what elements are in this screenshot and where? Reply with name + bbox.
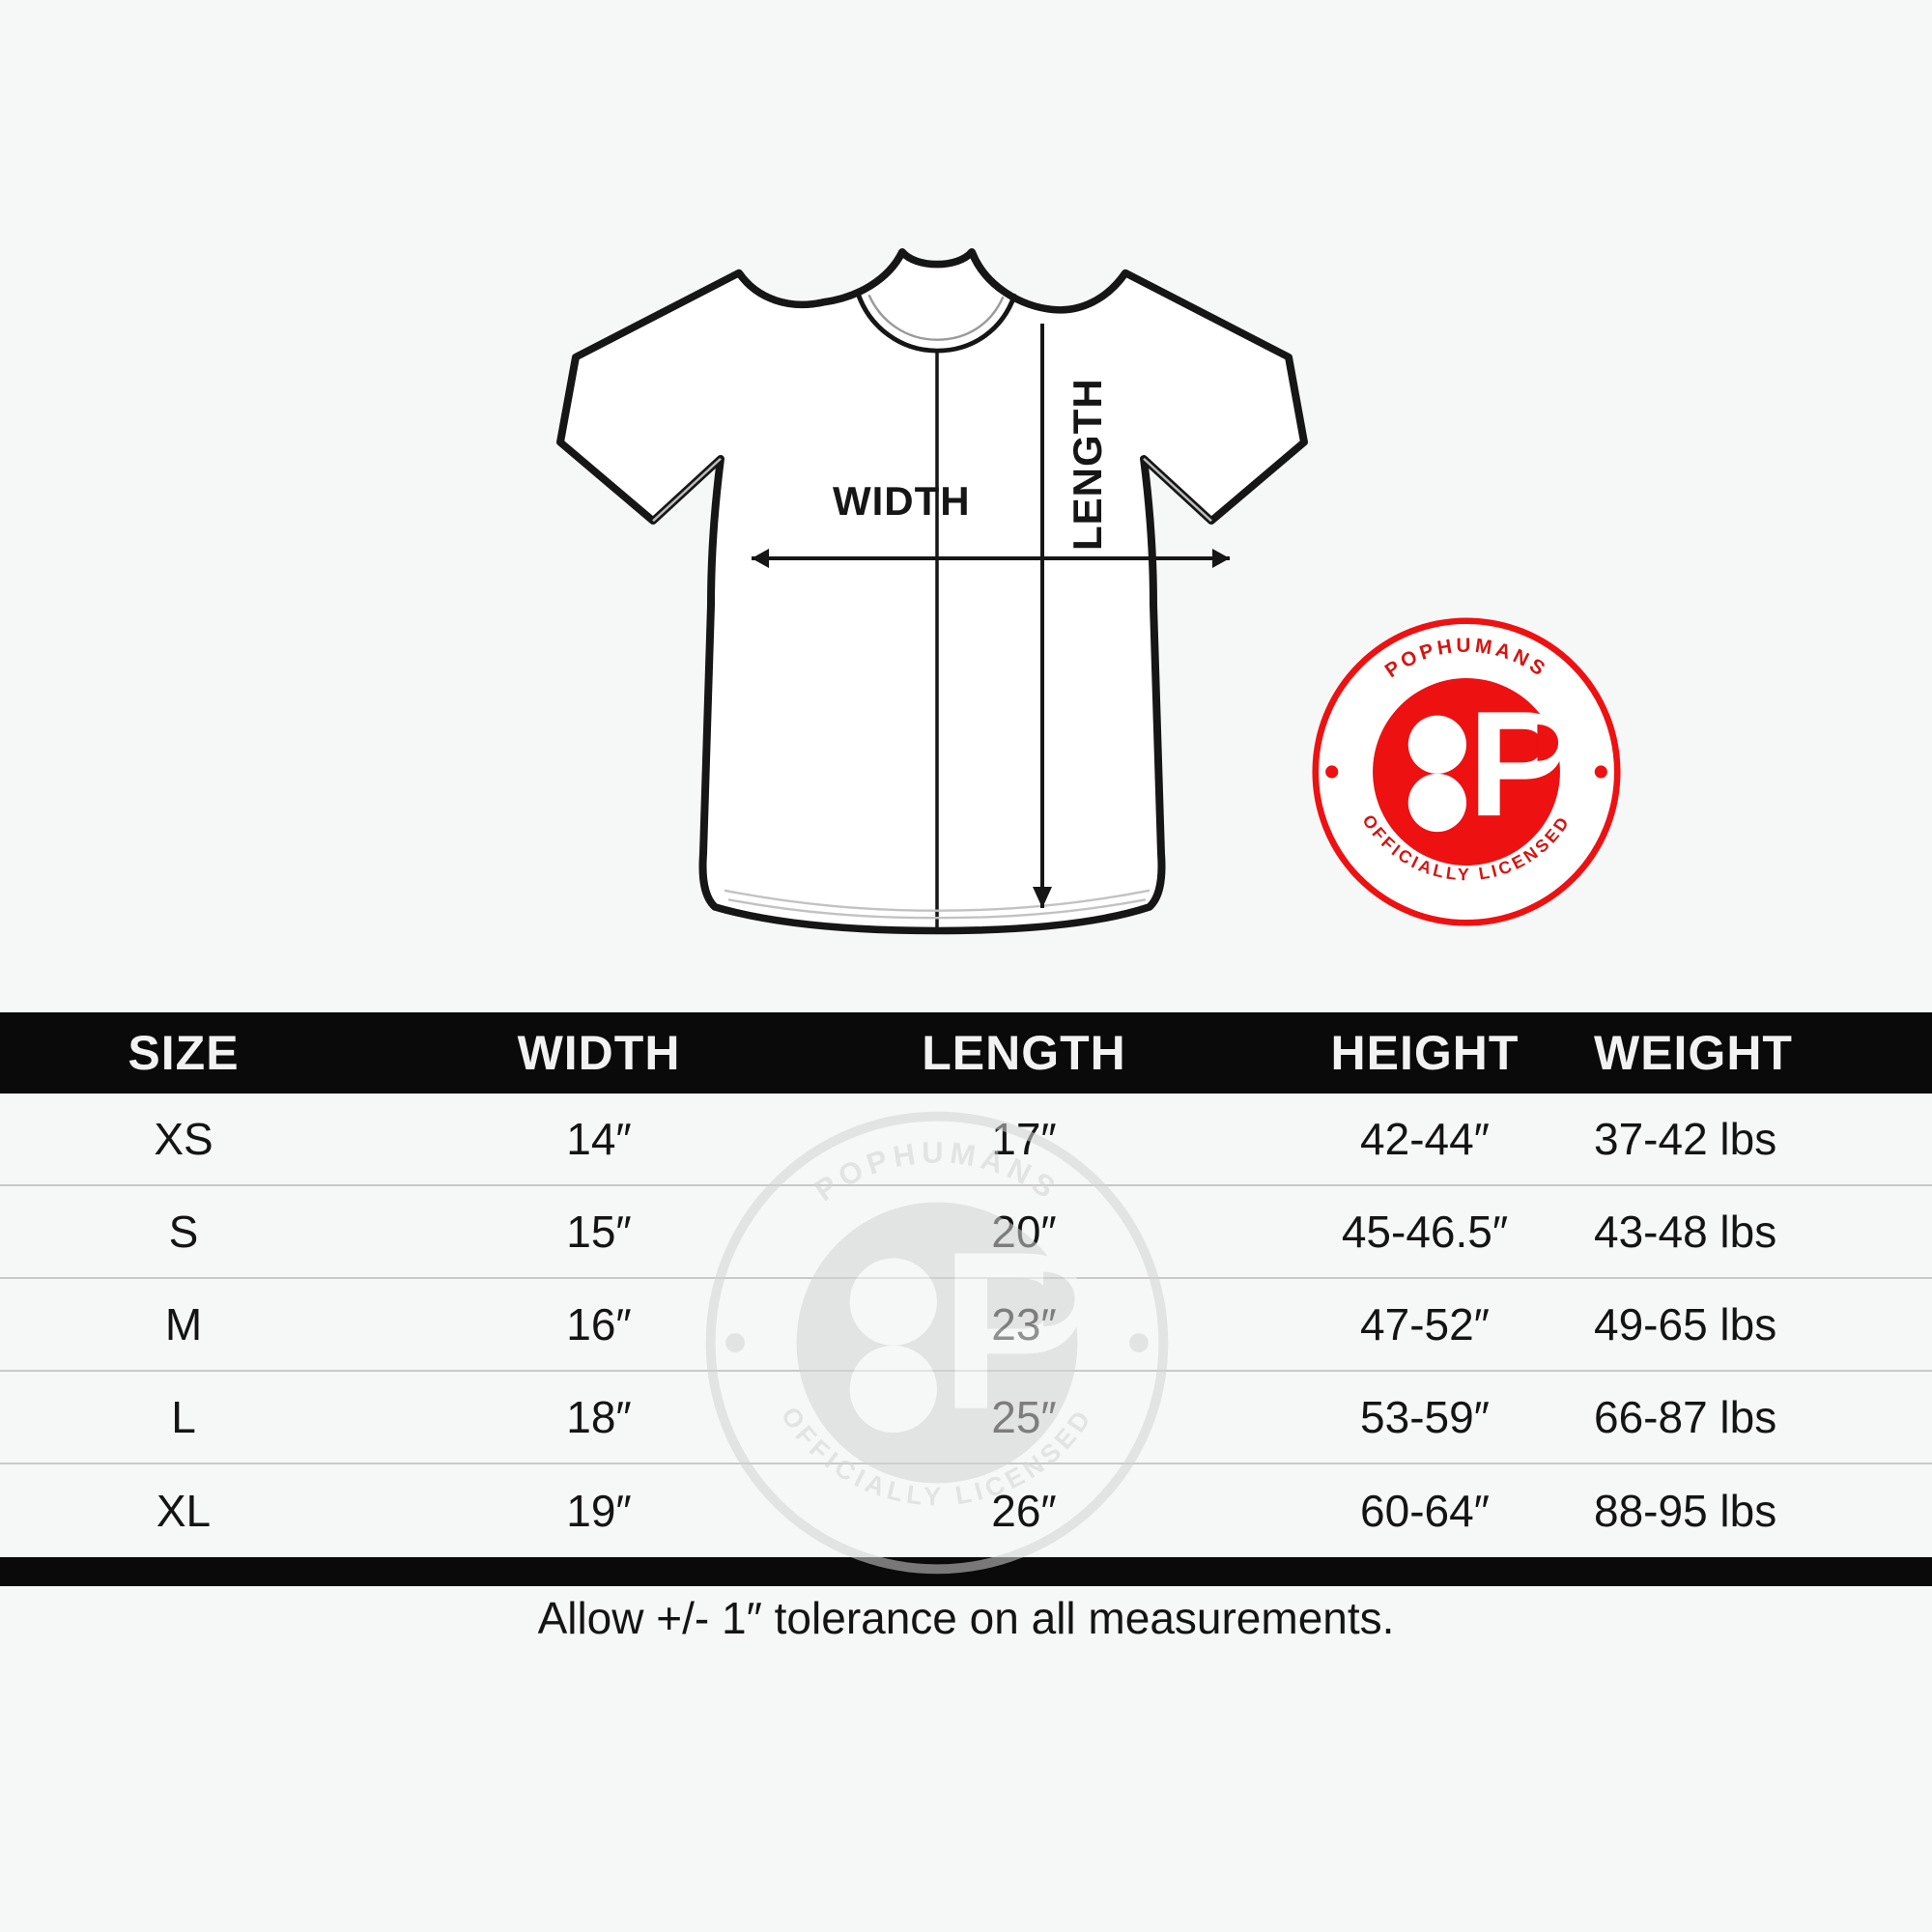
svg-text:P: P (940, 1206, 1090, 1457)
svg-text:P: P (1468, 679, 1569, 847)
svg-text:POPHUMANS: POPHUMANS (809, 1136, 1065, 1208)
